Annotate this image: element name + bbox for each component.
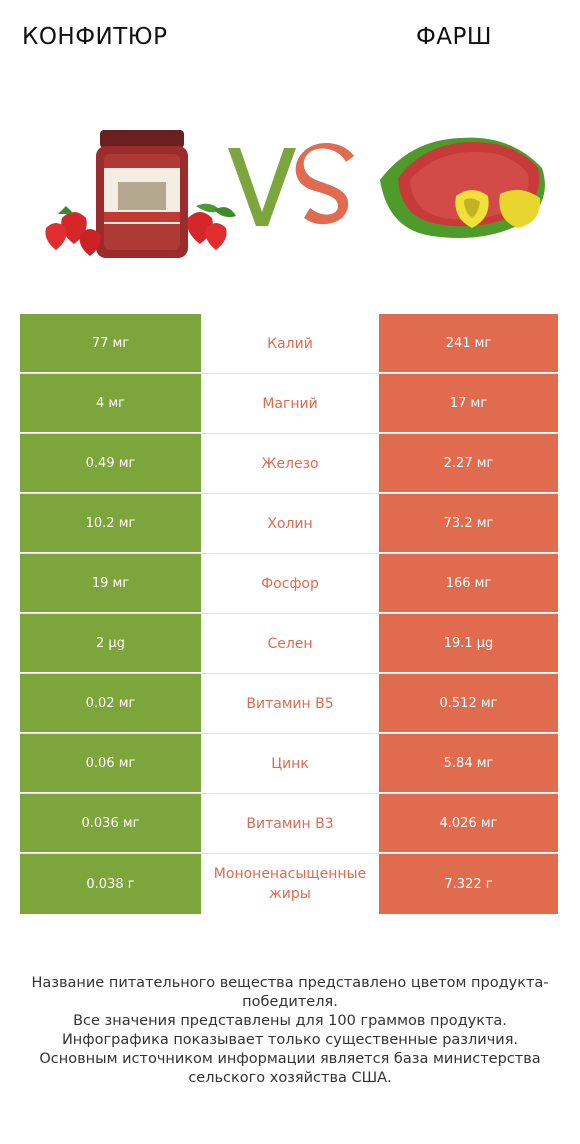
right-value: 2.27 мг (379, 434, 558, 493)
right-value: 4.026 мг (379, 794, 558, 853)
left-value: 2 µg (20, 614, 201, 673)
table-row: 77 мг Калий 241 мг (20, 314, 558, 374)
left-value: 0.06 мг (20, 734, 201, 793)
right-value: 7.322 г (379, 854, 558, 914)
right-value: 166 мг (379, 554, 558, 613)
footer-line-4: Основным источником информации является … (39, 1051, 541, 1086)
comparison-table: 77 мг Калий 241 мг 4 мг Магний 17 мг 0.49 мг Же… (20, 314, 558, 914)
left-value: 19 мг (20, 554, 201, 613)
footer-note: Название питательного вещества представл… (20, 974, 560, 1088)
right-value: 17 мг (379, 374, 558, 433)
left-value: 77 мг (20, 314, 201, 373)
left-value: 4 мг (20, 374, 201, 433)
jam-jar-image (45, 130, 236, 258)
nutrient-name: Витамин B5 (201, 674, 379, 733)
nutrient-name: Железо (201, 434, 379, 493)
right-value: 241 мг (379, 314, 558, 373)
nutrient-name: Фосфор (201, 554, 379, 613)
left-value: 10.2 мг (20, 494, 201, 553)
ground-meat-image (380, 137, 545, 238)
left-value: 0.038 г (20, 854, 201, 914)
table-row: 0.49 мг Железо 2.27 мг (20, 434, 558, 494)
left-value: 0.02 мг (20, 674, 201, 733)
right-product-title: ФАРШ (416, 24, 492, 50)
hero-images (45, 130, 545, 258)
footer-line-2: Все значения представлены для 100 граммо… (73, 1013, 507, 1029)
nutrient-name: Селен (201, 614, 379, 673)
footer-line-3: Инфографика показывает только существенн… (61, 1032, 519, 1048)
left-value: 0.036 мг (20, 794, 201, 853)
table-row: 0.02 мг Витамин B5 0.512 мг (20, 674, 558, 734)
right-value: 73.2 мг (379, 494, 558, 553)
table-row: 19 мг Фосфор 166 мг (20, 554, 558, 614)
nutrient-name: Холин (201, 494, 379, 553)
table-row: 0.036 мг Витамин B3 4.026 мг (20, 794, 558, 854)
footer-line-1: Название питательного вещества представл… (31, 975, 549, 1010)
right-value: 5.84 мг (379, 734, 558, 793)
nutrient-name: Мононенасыщенные жиры (201, 854, 379, 914)
vs-label (228, 142, 354, 226)
nutrient-name: Цинк (201, 734, 379, 793)
left-value: 0.49 мг (20, 434, 201, 493)
table-row: 2 µg Селен 19.1 µg (20, 614, 558, 674)
table-row: 0.06 мг Цинк 5.84 мг (20, 734, 558, 794)
table-row: 0.038 г Мононенасыщенные жиры 7.322 г (20, 854, 558, 914)
table-row: 4 мг Магний 17 мг (20, 374, 558, 434)
right-value: 19.1 µg (379, 614, 558, 673)
nutrient-name: Калий (201, 314, 379, 373)
left-product-title: КОНФИТЮР (22, 24, 168, 50)
nutrient-name: Витамин B3 (201, 794, 379, 853)
nutrient-name: Магний (201, 374, 379, 433)
table-row: 10.2 мг Холин 73.2 мг (20, 494, 558, 554)
right-value: 0.512 мг (379, 674, 558, 733)
